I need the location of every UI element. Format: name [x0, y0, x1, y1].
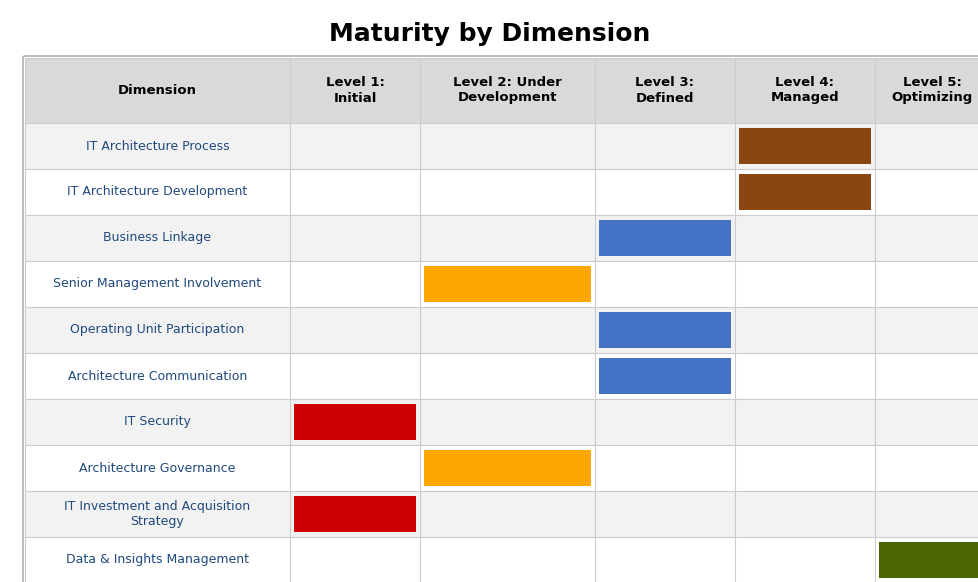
Bar	[25, 215, 978, 261]
Bar	[599, 312, 731, 348]
Text: Business Linkage: Business Linkage	[104, 232, 211, 244]
Text: Senior Management Involvement: Senior Management Involvement	[54, 278, 261, 290]
Text: Architecture Communication: Architecture Communication	[67, 370, 246, 382]
Bar	[25, 307, 978, 353]
Bar	[25, 399, 978, 445]
Text: Level 1:
Initial: Level 1: Initial	[326, 76, 384, 105]
Text: Level 3:
Defined: Level 3: Defined	[635, 76, 693, 105]
Bar	[599, 358, 731, 394]
Bar	[25, 58, 978, 123]
Bar	[423, 266, 591, 302]
Bar	[25, 123, 978, 169]
Text: IT Architecture Process: IT Architecture Process	[86, 140, 229, 152]
Bar	[25, 261, 978, 307]
Text: Data & Insights Management: Data & Insights Management	[66, 553, 248, 566]
Bar	[423, 450, 591, 486]
Text: IT Security: IT Security	[124, 416, 191, 428]
Text: Level 4:
Managed: Level 4: Managed	[770, 76, 838, 105]
Text: Maturity by Dimension: Maturity by Dimension	[329, 22, 649, 46]
Bar	[25, 491, 978, 537]
Text: IT Investment and Acquisition
Strategy: IT Investment and Acquisition Strategy	[65, 500, 250, 528]
Text: Level 5:
Optimizing: Level 5: Optimizing	[891, 76, 972, 105]
Bar	[25, 353, 978, 399]
Bar	[878, 542, 978, 578]
Text: Architecture Governance: Architecture Governance	[79, 462, 236, 474]
Bar	[738, 174, 870, 210]
Text: Dimension: Dimension	[118, 84, 197, 97]
Bar	[25, 445, 978, 491]
Text: IT Architecture Development: IT Architecture Development	[67, 186, 247, 198]
Bar	[25, 169, 978, 215]
Text: Level 2: Under
Development: Level 2: Under Development	[453, 76, 561, 105]
Bar	[738, 128, 870, 164]
Text: Operating Unit Participation: Operating Unit Participation	[70, 324, 244, 336]
Bar	[293, 404, 416, 440]
Bar	[25, 537, 978, 582]
Bar	[599, 220, 731, 256]
Bar	[293, 496, 416, 532]
